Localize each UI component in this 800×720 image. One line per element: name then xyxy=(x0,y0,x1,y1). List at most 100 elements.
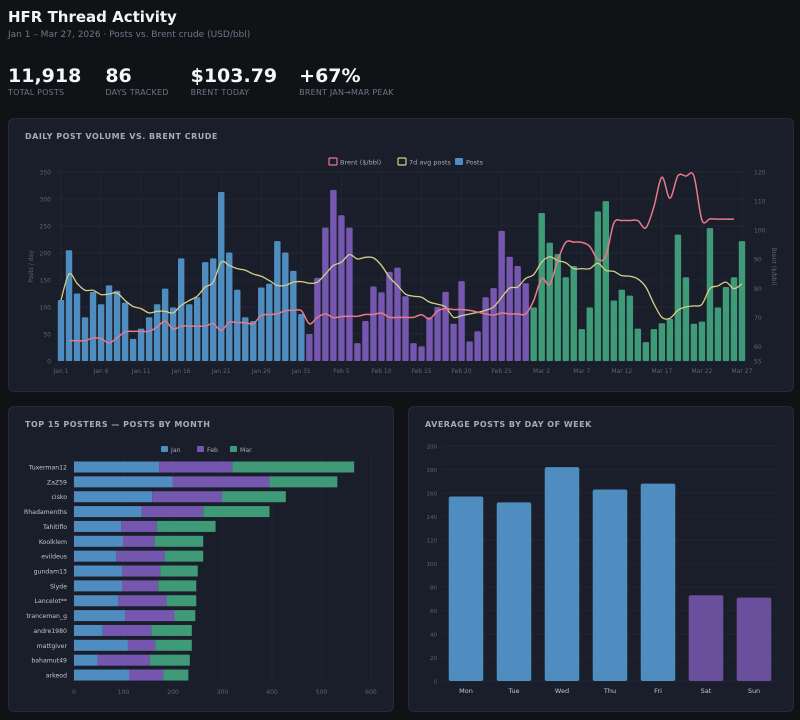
x-tick-label: Feb 10 xyxy=(371,368,391,375)
y2-tick-label: 55 xyxy=(754,359,762,366)
post-bar-feb xyxy=(466,341,473,361)
post-bar-jan xyxy=(73,293,81,361)
poster-bar-jan xyxy=(74,610,125,622)
stat-label: BRENT TODAY xyxy=(190,88,250,97)
poster-bar-feb xyxy=(127,639,156,651)
poster-name: arkeod xyxy=(46,673,67,680)
post-bar-mar xyxy=(722,287,730,361)
x-tick-label: Feb 20 xyxy=(452,368,472,375)
stat-value: 11,918 xyxy=(8,65,82,87)
y2-tick-label: 70 xyxy=(754,315,762,322)
y2-tick-label: 120 xyxy=(754,170,766,177)
legend-swatch xyxy=(161,446,168,452)
poster-bar-jan xyxy=(74,565,123,577)
post-bar-jan xyxy=(129,338,137,361)
post-bar-jan xyxy=(258,287,265,361)
y-tick-label: 160 xyxy=(427,492,438,498)
y-tick-label: 120 xyxy=(427,539,438,545)
poster-bar-mar xyxy=(232,461,355,473)
x-tick-label: Jan 16 xyxy=(171,368,191,375)
post-bar-mar xyxy=(578,329,585,361)
y2-tick-label: 100 xyxy=(754,228,766,235)
post-bar-jan xyxy=(266,283,273,361)
x-tick-label: Wed xyxy=(555,687,569,695)
card-title: TOP 15 POSTERS — POSTS BY MONTH xyxy=(25,420,211,429)
y-tick-label: 80 xyxy=(430,586,437,592)
post-bar-mar xyxy=(562,277,569,361)
x-tick-label: Jan 31 xyxy=(291,368,311,375)
y-tick-label: 300 xyxy=(40,197,52,204)
x-tick-label: 600 xyxy=(365,689,377,696)
post-bar-jan xyxy=(65,250,73,361)
poster-name: evildeus xyxy=(41,554,67,561)
poster-name: gundam13 xyxy=(34,569,67,576)
post-bar-mar xyxy=(666,318,674,361)
y2-tick-label: 80 xyxy=(754,286,762,293)
day-bar xyxy=(448,496,484,681)
post-bar-feb xyxy=(490,288,497,361)
y-tick-label: 350 xyxy=(40,170,52,177)
stat-value: +67% xyxy=(299,65,361,87)
top-posters-card: TOP 15 POSTERS — POSTS BY MONTH 0 100 200 3… xyxy=(8,406,394,712)
poster-bar-jan xyxy=(74,639,128,651)
avg7-line xyxy=(60,253,743,320)
x-tick-label: Mar 12 xyxy=(611,368,632,375)
post-bar-mar xyxy=(642,342,650,361)
post-bar-feb xyxy=(362,321,369,361)
poster-bar-mar xyxy=(164,550,204,562)
x-tick-label: 0 xyxy=(72,689,76,696)
page-subtitle: Jan 1 – Mar 27, 2026 · Posts vs. Brent c… xyxy=(8,30,251,40)
post-bar-mar xyxy=(594,211,601,361)
post-bar-jan xyxy=(145,317,153,361)
x-tick-label: Jan 21 xyxy=(211,368,231,375)
day-bar xyxy=(640,483,676,681)
x-tick-label: Mar 17 xyxy=(651,368,672,375)
post-bar-mar xyxy=(538,213,545,361)
poster-bar-mar xyxy=(203,506,270,518)
poster-bar-mar xyxy=(163,669,189,681)
legend-label: Jan xyxy=(170,447,181,454)
post-bar-jan xyxy=(153,304,161,361)
stat-value: 86 xyxy=(105,65,132,87)
post-bar-feb xyxy=(506,256,513,361)
poster-bar-feb xyxy=(122,565,161,577)
post-bar-mar xyxy=(626,295,634,361)
post-bar-jan xyxy=(113,290,121,361)
x-tick-label: Sat xyxy=(701,687,712,695)
stat-brent-today: $103.79 BRENT TODAY xyxy=(191,64,278,97)
stat-label: DAYS TRACKED xyxy=(105,88,169,97)
x-tick-label: Jan 11 xyxy=(131,368,151,375)
post-bar-feb xyxy=(482,297,489,361)
poster-bar-feb xyxy=(129,669,164,681)
daily-volume-card: DAILY POST VOLUME VS. BRENT CRUDE 0 50 100… xyxy=(8,118,794,392)
post-bar-mar xyxy=(658,323,666,361)
poster-name: cisko xyxy=(52,494,68,501)
poster-name: Lancelot** xyxy=(35,598,68,605)
poster-bar-jan xyxy=(74,461,160,473)
legend-label: Brent ($/bbl) xyxy=(340,159,381,167)
card-title: AVERAGE POSTS BY DAY OF WEEK xyxy=(425,420,592,429)
y-tick-label: 200 xyxy=(40,251,52,258)
x-tick-label: Mon xyxy=(459,687,473,695)
y-tick-label: 0 xyxy=(47,359,51,366)
x-tick-label: 500 xyxy=(316,689,328,696)
top-posters-chart: 0 100 200 300 400 500 600 Tuxerman12 ZaZ59 cisko R… xyxy=(24,446,377,696)
post-bar-mar xyxy=(554,254,561,361)
post-bar-feb xyxy=(370,286,377,361)
poster-bar-jan xyxy=(74,506,142,518)
poster-bar-feb xyxy=(124,610,175,622)
poster-bar-feb xyxy=(122,580,159,592)
daily-volume-chart: 0 50 100 150 200 250 300 350 55 60 70 80 90 100 110 120… xyxy=(28,157,777,375)
poster-bar-mar xyxy=(166,595,197,607)
poster-bar-jan xyxy=(74,624,103,636)
y-tick-label: 20 xyxy=(430,656,437,662)
stat-total-posts: 11,918 TOTAL POSTS xyxy=(8,64,81,97)
y-tick-label: 150 xyxy=(40,278,52,285)
x-tick-label: Jan 1 xyxy=(53,368,69,375)
x-tick-label: Jan 26 xyxy=(251,368,271,375)
y-tick-label: 250 xyxy=(40,224,52,231)
day-bar xyxy=(592,489,628,681)
post-bar-jan xyxy=(105,285,113,361)
poster-bar-jan xyxy=(74,491,153,503)
post-bar-jan xyxy=(298,314,305,361)
